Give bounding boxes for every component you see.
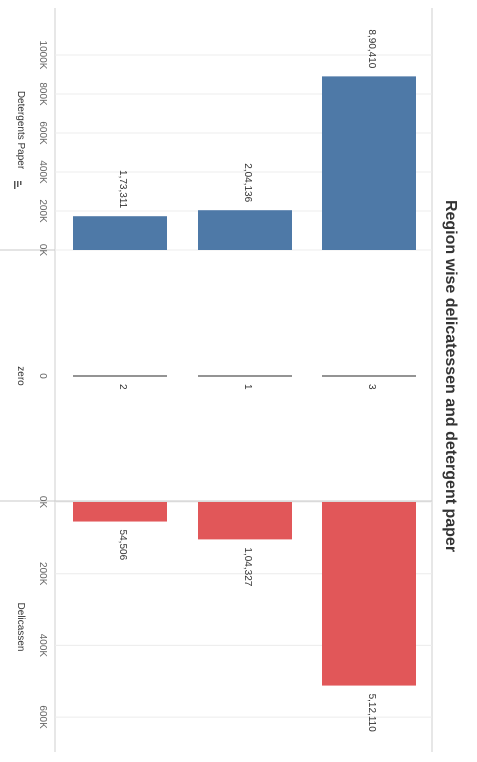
- category-label-3: 3: [366, 384, 377, 390]
- tick-label-detergents-paper-2: 400K: [37, 160, 48, 184]
- bar-delicassen-3[interactable]: [322, 502, 416, 686]
- data-label-detergents-paper-1: 2,04,136: [242, 163, 253, 202]
- bar-delicassen-2[interactable]: [73, 502, 167, 522]
- bar-detergents-paper-2[interactable]: [73, 216, 167, 250]
- tick-label-delicassen-2: 400K: [37, 634, 48, 658]
- tick-label-zero-0: 0: [37, 373, 48, 379]
- tick-label-detergents-paper-4: 800K: [37, 82, 48, 106]
- axis-title-detergents-paper: Detergents Paper: [15, 91, 26, 170]
- data-label-detergents-paper-3: 8,90,410: [366, 29, 377, 68]
- tick-label-detergents-paper-3: 600K: [37, 121, 48, 145]
- bar-delicassen-1[interactable]: [198, 502, 292, 540]
- axis-title-delicassen: Delicassen: [15, 603, 26, 652]
- tick-label-detergents-paper-0: 0K: [37, 244, 48, 257]
- sort-descending-icon[interactable]: [14, 181, 22, 189]
- data-label-detergents-paper-2: 1,73,311: [117, 170, 128, 209]
- data-label-delicassen-2: 54,506: [117, 530, 128, 561]
- tick-label-delicassen-0: 0K: [37, 496, 48, 509]
- axis-title-zero: zero: [15, 366, 26, 386]
- chart-title: Region wise delicatessen and detergent p…: [442, 200, 459, 552]
- category-label-2: 2: [117, 384, 128, 390]
- bar-detergents-paper-1[interactable]: [198, 210, 292, 250]
- category-label-1: 1: [242, 384, 253, 390]
- tick-label-detergents-paper-1: 200K: [37, 199, 48, 223]
- bar-detergents-paper-3[interactable]: [322, 76, 416, 250]
- tick-label-delicassen-3: 600K: [37, 705, 48, 729]
- tick-label-delicassen-1: 200K: [37, 562, 48, 586]
- data-label-delicassen-1: 1,04,327: [242, 547, 253, 586]
- data-label-delicassen-3: 5,12,110: [366, 694, 377, 733]
- tick-label-detergents-paper-5: 1000K: [37, 41, 48, 70]
